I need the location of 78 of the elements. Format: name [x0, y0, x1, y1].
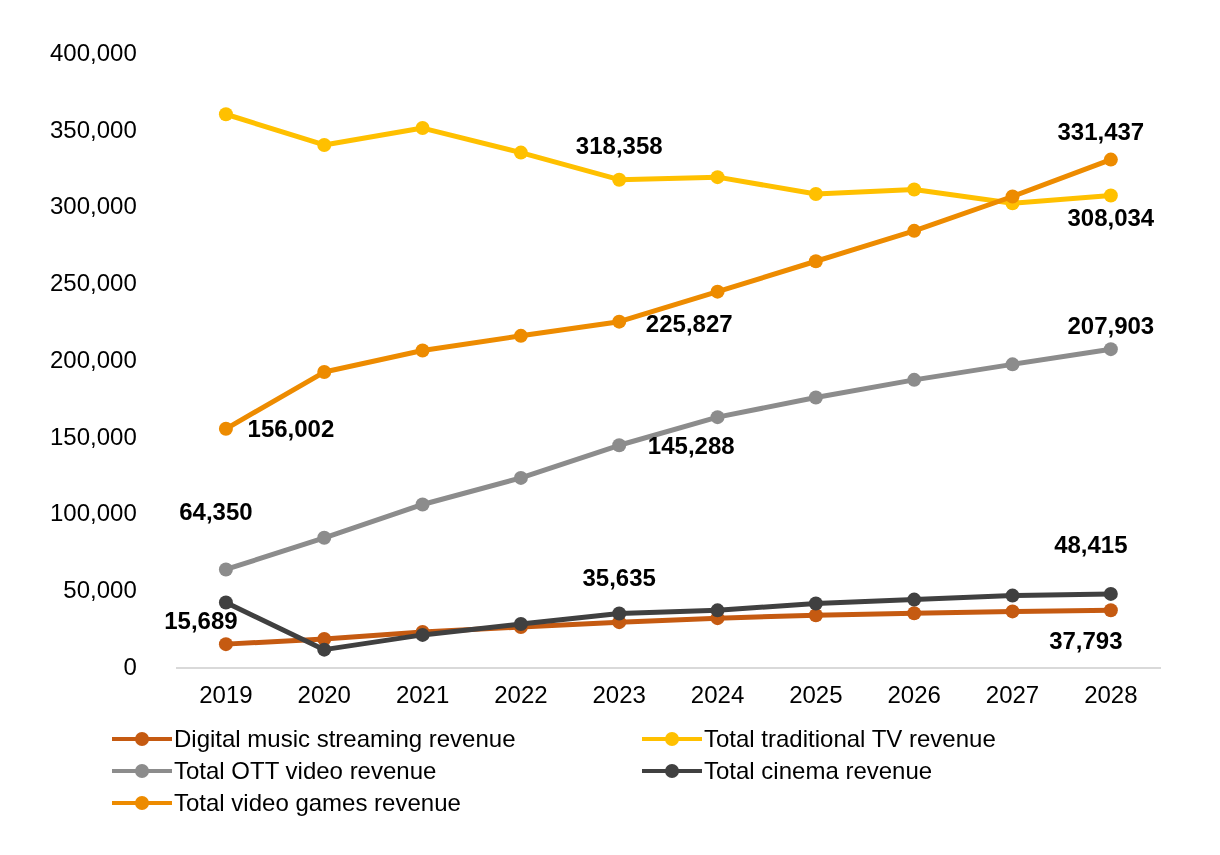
point [907, 592, 922, 607]
y-tick-label: 200,000 [49, 345, 137, 373]
point [808, 596, 823, 611]
x-tick-label: 2026 [887, 681, 941, 709]
point [907, 182, 922, 197]
point [415, 497, 430, 512]
y-tick-label: 50,000 [63, 576, 137, 604]
point [1103, 152, 1118, 167]
point [1005, 189, 1020, 204]
legend-label: Total traditional TV revenue [704, 725, 996, 753]
data-label: 48,415 [1054, 530, 1128, 558]
legend-label: Total video games revenue [174, 789, 461, 817]
point [907, 606, 922, 621]
data-label: 331,437 [1057, 118, 1145, 146]
point [218, 637, 233, 652]
point [415, 121, 430, 136]
data-label: 207,903 [1067, 311, 1155, 339]
y-tick-label: 300,000 [49, 192, 137, 220]
y-tick-label: 400,000 [49, 39, 137, 67]
data-label: 308,034 [1067, 204, 1155, 232]
legend-label: Digital music streaming revenue [174, 725, 516, 753]
point [710, 410, 725, 425]
point [808, 187, 823, 202]
point [808, 254, 823, 269]
point [1103, 586, 1118, 601]
data-label: 15,689 [164, 606, 238, 634]
data-label: 37,793 [1049, 626, 1123, 654]
point [612, 438, 627, 453]
x-tick-label: 2023 [592, 681, 646, 709]
x-tick-label: 2025 [789, 681, 843, 709]
data-label: 64,350 [179, 498, 253, 526]
point [907, 223, 922, 238]
point [513, 470, 528, 485]
point [808, 390, 823, 405]
point [513, 145, 528, 160]
x-tick-label: 2019 [199, 681, 253, 709]
point [710, 170, 725, 185]
y-tick-label: 350,000 [49, 115, 137, 143]
point [317, 642, 332, 657]
legend-label: Total OTT video revenue [174, 757, 437, 785]
point [1005, 588, 1020, 603]
point [710, 603, 725, 618]
point [1005, 357, 1020, 372]
x-tick-label: 2021 [395, 681, 450, 709]
point [1103, 188, 1118, 203]
point [218, 421, 233, 436]
point [317, 137, 332, 152]
point [218, 595, 233, 610]
point [218, 107, 233, 122]
x-tick-label: 2022 [494, 681, 548, 709]
x-tick-label: 2028 [1084, 681, 1138, 709]
point [1103, 342, 1118, 357]
point [513, 328, 528, 343]
x-tick-label: 2027 [985, 681, 1040, 709]
point [907, 372, 922, 387]
point [218, 562, 233, 577]
data-label: 156,002 [247, 415, 335, 443]
point [808, 608, 823, 623]
point [415, 343, 430, 358]
legend-label: Total cinema revenue [704, 757, 933, 785]
y-tick-label: 250,000 [49, 269, 137, 297]
point [1005, 604, 1020, 619]
y-tick-label: 100,000 [49, 499, 137, 527]
data-label: 35,635 [582, 564, 656, 592]
y-tick-label: 150,000 [49, 422, 137, 450]
point [612, 314, 627, 329]
point [612, 172, 627, 187]
x-tick-label: 2020 [297, 681, 351, 709]
point [317, 365, 332, 380]
point [612, 606, 627, 621]
point [1103, 603, 1118, 618]
x-tick-label: 2024 [690, 681, 745, 709]
data-label: 145,288 [647, 431, 735, 459]
data-label: 225,827 [645, 310, 733, 338]
y-tick-label: 0 [123, 652, 137, 680]
point [317, 530, 332, 545]
point [710, 284, 725, 299]
data-label: 318,358 [575, 132, 663, 160]
